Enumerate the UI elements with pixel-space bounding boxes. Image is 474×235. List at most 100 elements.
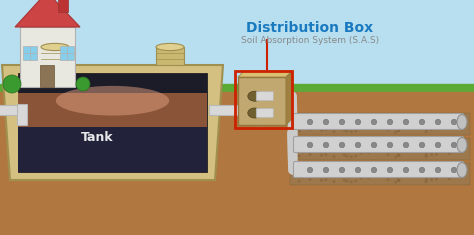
- Circle shape: [337, 170, 340, 172]
- Circle shape: [301, 126, 304, 129]
- Circle shape: [345, 147, 348, 150]
- Bar: [23, 46, 37, 60]
- Circle shape: [458, 143, 461, 145]
- Text: Distribution Box: Distribution Box: [246, 21, 374, 35]
- Circle shape: [396, 169, 399, 172]
- Circle shape: [430, 178, 433, 181]
- Text: Soil Absorption System (S.A.S): Soil Absorption System (S.A.S): [241, 35, 379, 44]
- Circle shape: [343, 125, 346, 128]
- Circle shape: [306, 139, 309, 142]
- FancyBboxPatch shape: [255, 102, 264, 125]
- Circle shape: [314, 172, 317, 176]
- Circle shape: [398, 129, 401, 132]
- Circle shape: [418, 145, 420, 148]
- Circle shape: [323, 167, 329, 173]
- Circle shape: [299, 145, 302, 148]
- Circle shape: [414, 168, 417, 171]
- FancyBboxPatch shape: [18, 105, 27, 125]
- Circle shape: [394, 131, 397, 134]
- Circle shape: [401, 116, 404, 119]
- Bar: [0, 84, 474, 102]
- Circle shape: [458, 167, 461, 170]
- Circle shape: [343, 129, 346, 132]
- Circle shape: [451, 119, 457, 125]
- Circle shape: [430, 153, 433, 156]
- Circle shape: [371, 167, 377, 173]
- Circle shape: [341, 147, 344, 150]
- Circle shape: [448, 127, 451, 130]
- Circle shape: [419, 119, 425, 125]
- Circle shape: [371, 142, 374, 145]
- Circle shape: [343, 175, 346, 178]
- Circle shape: [360, 177, 363, 180]
- Circle shape: [294, 117, 298, 120]
- Circle shape: [300, 140, 302, 143]
- Circle shape: [410, 124, 413, 127]
- Circle shape: [418, 170, 420, 173]
- Polygon shape: [238, 71, 292, 77]
- Circle shape: [458, 118, 461, 121]
- Polygon shape: [15, 0, 80, 27]
- Circle shape: [418, 121, 421, 124]
- Circle shape: [371, 117, 374, 120]
- Circle shape: [445, 147, 448, 150]
- Circle shape: [323, 119, 329, 125]
- Bar: [18, 127, 207, 172]
- Circle shape: [341, 122, 344, 125]
- Circle shape: [425, 130, 428, 133]
- Circle shape: [320, 129, 323, 132]
- Circle shape: [309, 128, 311, 131]
- Circle shape: [396, 119, 399, 122]
- Circle shape: [343, 150, 346, 153]
- Circle shape: [397, 153, 400, 157]
- Circle shape: [305, 139, 308, 142]
- Circle shape: [76, 77, 90, 91]
- Circle shape: [346, 126, 349, 129]
- Circle shape: [398, 179, 401, 182]
- Circle shape: [332, 180, 336, 183]
- Circle shape: [299, 120, 302, 123]
- Circle shape: [453, 115, 456, 118]
- Circle shape: [440, 145, 443, 148]
- Circle shape: [453, 140, 456, 143]
- Circle shape: [444, 173, 447, 176]
- Circle shape: [345, 122, 348, 125]
- Circle shape: [371, 167, 374, 170]
- Circle shape: [423, 121, 426, 124]
- Circle shape: [324, 128, 328, 131]
- Circle shape: [337, 145, 340, 148]
- Ellipse shape: [457, 137, 467, 153]
- Circle shape: [314, 169, 317, 172]
- Circle shape: [309, 178, 311, 181]
- Circle shape: [403, 142, 409, 148]
- Circle shape: [434, 125, 438, 128]
- FancyBboxPatch shape: [0, 106, 26, 115]
- Circle shape: [3, 75, 21, 93]
- FancyBboxPatch shape: [256, 109, 273, 118]
- Circle shape: [355, 179, 357, 182]
- Circle shape: [458, 142, 461, 145]
- Circle shape: [305, 114, 308, 118]
- Circle shape: [299, 170, 302, 173]
- Circle shape: [448, 177, 451, 180]
- Circle shape: [363, 168, 366, 171]
- Circle shape: [298, 129, 301, 133]
- Circle shape: [314, 119, 317, 122]
- Circle shape: [339, 142, 345, 148]
- Circle shape: [458, 117, 461, 120]
- Circle shape: [300, 165, 302, 168]
- Circle shape: [363, 143, 366, 146]
- Circle shape: [425, 128, 428, 131]
- Circle shape: [305, 164, 308, 167]
- Circle shape: [440, 120, 443, 123]
- Circle shape: [346, 176, 349, 179]
- Circle shape: [410, 149, 413, 152]
- Circle shape: [294, 167, 298, 170]
- Circle shape: [328, 147, 330, 150]
- Circle shape: [418, 120, 420, 123]
- Circle shape: [328, 172, 330, 175]
- Circle shape: [307, 119, 313, 125]
- Circle shape: [318, 117, 320, 120]
- Bar: [60, 46, 74, 60]
- Circle shape: [397, 178, 400, 181]
